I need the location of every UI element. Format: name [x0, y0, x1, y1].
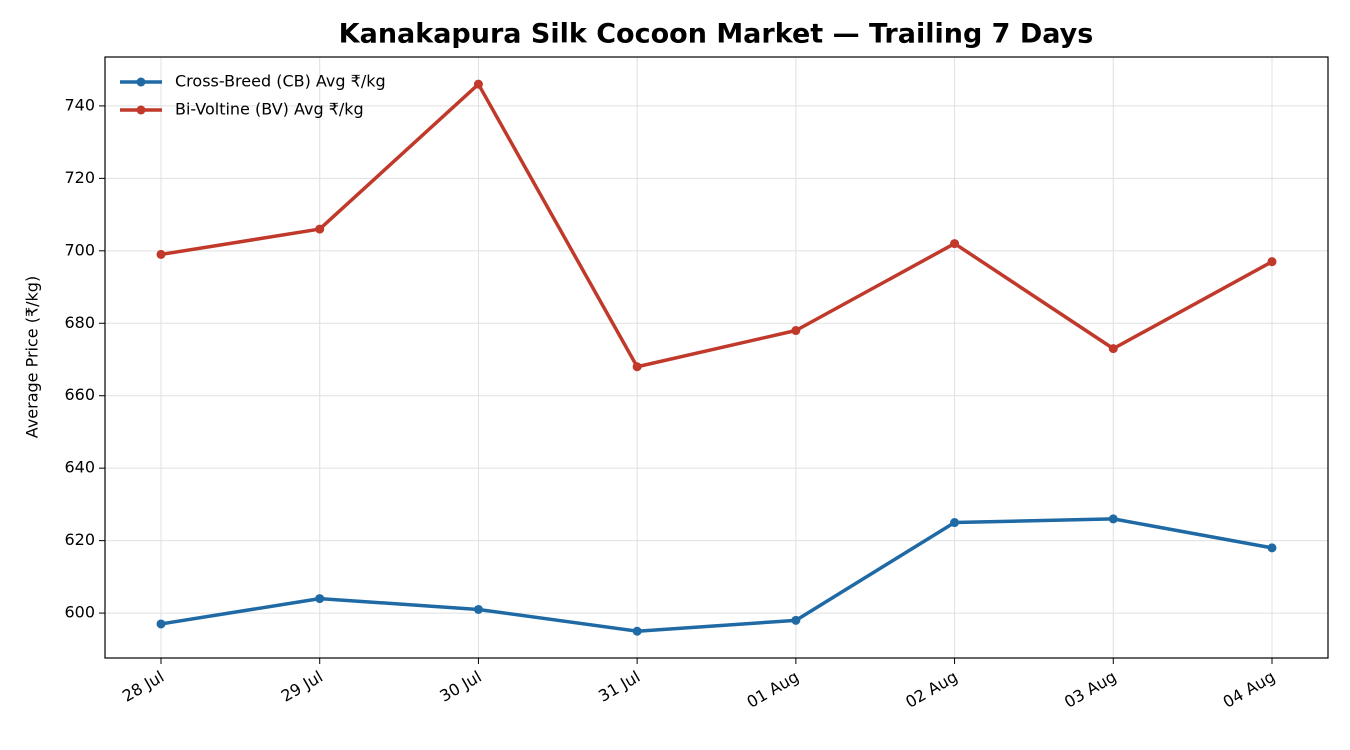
legend-label: Cross-Breed (CB) Avg ₹/kg	[175, 72, 386, 91]
data-point	[1267, 257, 1277, 267]
x-tick-label: 29 Jul	[278, 667, 326, 706]
data-point	[632, 362, 642, 372]
data-point	[156, 619, 166, 629]
data-point	[1108, 344, 1118, 354]
data-point	[950, 239, 960, 249]
data-point	[950, 518, 960, 528]
plot-frame	[104, 56, 1329, 659]
x-tick-label: 02 Aug	[902, 667, 961, 712]
y-tick-label: 640	[64, 458, 95, 477]
legend-label: Bi-Voltine (BV) Avg ₹/kg	[175, 100, 364, 119]
y-tick-label: 740	[64, 95, 95, 114]
x-tick-label: 30 Jul	[436, 667, 484, 706]
x-tick-label: 31 Jul	[595, 667, 643, 706]
series-line	[160, 517, 1273, 633]
y-tick-label: 700	[64, 240, 95, 259]
data-point	[1267, 543, 1277, 553]
data-point	[1108, 514, 1118, 524]
y-tick-label: 680	[64, 313, 95, 332]
data-point	[791, 615, 801, 625]
y-tick-label: 600	[64, 603, 95, 622]
data-point	[632, 626, 642, 636]
x-tick-label: 03 Aug	[1061, 667, 1120, 712]
data-point	[156, 249, 166, 259]
legend-marker	[136, 77, 146, 87]
data-point	[315, 594, 325, 604]
legend-marker	[136, 105, 146, 115]
data-point	[315, 224, 325, 234]
y-tick-label: 620	[64, 530, 95, 549]
data-point	[473, 79, 483, 89]
series-line	[160, 82, 1273, 369]
y-tick-label: 720	[64, 168, 95, 187]
x-tick-label: 01 Aug	[744, 667, 803, 712]
data-point	[791, 326, 801, 336]
x-tick-label: 28 Jul	[119, 667, 167, 706]
chart-title: Kanakapura Silk Cocoon Market — Trailing…	[339, 19, 1094, 50]
x-tick-label: 04 Aug	[1220, 667, 1279, 712]
data-point	[473, 604, 483, 614]
y-axis-label: Average Price (₹/kg)	[23, 276, 42, 438]
y-tick-label: 660	[64, 385, 95, 404]
